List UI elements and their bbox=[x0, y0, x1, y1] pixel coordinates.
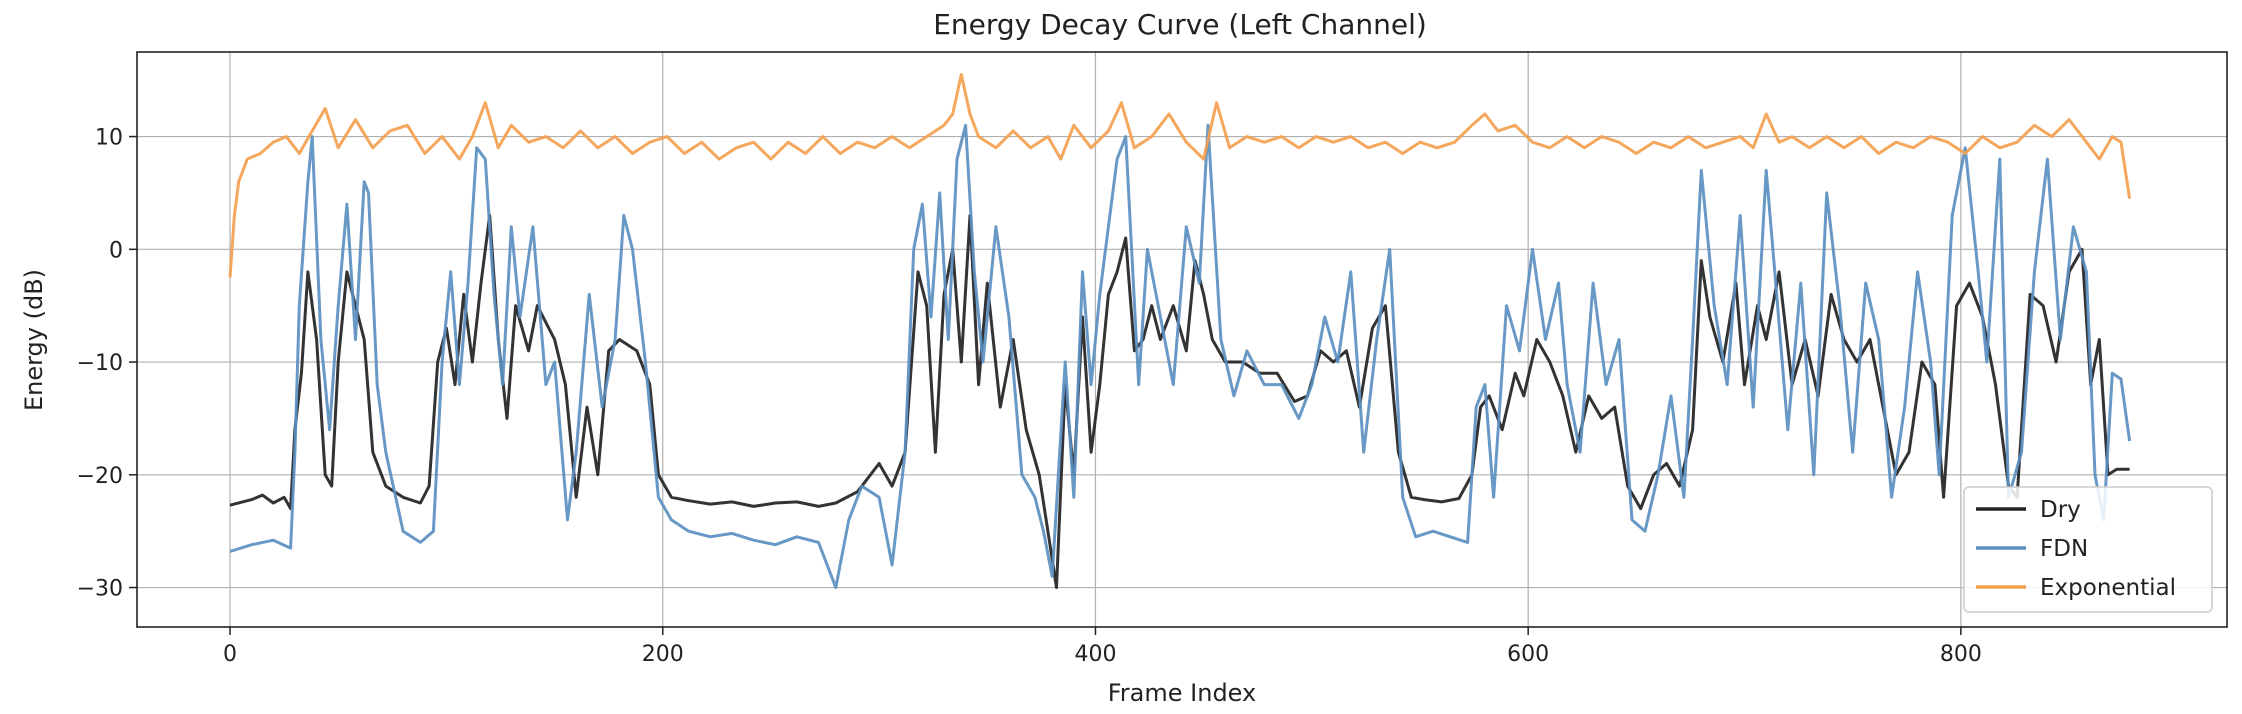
y-axis-label: Energy (dB) bbox=[20, 269, 48, 411]
legend-box bbox=[1963, 486, 2213, 613]
y-tick-label: −30 bbox=[77, 577, 123, 602]
x-tick-label: 600 bbox=[1507, 642, 1549, 667]
y-tick-label: −20 bbox=[77, 464, 123, 489]
series-lines bbox=[228, 73, 2132, 589]
axis-ticks: 0 200 400 600 800 −30 −20 −10 0 10 bbox=[77, 126, 1982, 667]
x-axis-label: Frame Index bbox=[1108, 679, 1256, 707]
x-tick-label: 0 bbox=[223, 642, 237, 667]
legend-label-dry: Dry bbox=[2040, 497, 2081, 523]
legend-label-fdn: FDN bbox=[2040, 536, 2088, 562]
grid-lines bbox=[137, 52, 2227, 627]
y-tick-label: −10 bbox=[77, 351, 123, 376]
series-line-exponential bbox=[228, 73, 2132, 278]
y-tick-label: 10 bbox=[95, 126, 123, 151]
x-tick-label: 200 bbox=[642, 642, 684, 667]
x-tick-label: 400 bbox=[1074, 642, 1116, 667]
y-tick-label: 0 bbox=[109, 238, 123, 263]
plot-frame bbox=[136, 51, 2228, 628]
chart-title: Energy Decay Curve (Left Channel) bbox=[933, 8, 1427, 41]
legend: Dry FDN Exponential bbox=[1963, 486, 2213, 613]
x-tick-label: 800 bbox=[1940, 642, 1982, 667]
series-line-fdn bbox=[229, 123, 2132, 589]
legend-label-exponential: Exponential bbox=[2040, 575, 2176, 601]
